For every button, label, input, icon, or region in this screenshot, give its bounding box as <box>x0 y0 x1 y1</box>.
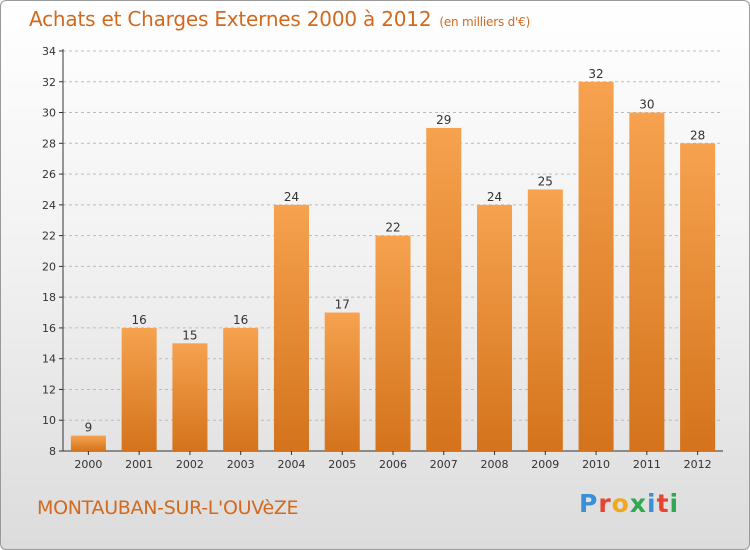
x-tick-label: 2003 <box>227 458 255 471</box>
y-tick-label: 12 <box>42 383 56 396</box>
bar-2011 <box>629 112 665 452</box>
value-label-2000: 9 <box>85 421 93 435</box>
bar-2009 <box>527 189 563 451</box>
y-tick-label: 14 <box>42 353 56 366</box>
x-tick-label: 2012 <box>684 458 712 471</box>
value-label-2002: 15 <box>182 328 197 342</box>
value-label-2009: 25 <box>538 174 553 188</box>
x-tick-label: 2008 <box>481 458 509 471</box>
y-tick-label: 8 <box>49 445 56 458</box>
x-tick-label: 2011 <box>633 458 661 471</box>
labels: 2000 9 2001 16 2002 15 2003 16 2004 24 2005 17 2006 2… <box>74 67 711 471</box>
logo-letter: r <box>598 489 612 518</box>
value-label-2007: 29 <box>436 113 451 127</box>
value-label-2008: 24 <box>487 190 502 204</box>
logo-letter: i <box>669 489 680 518</box>
y-tick-label: 34 <box>42 45 56 58</box>
value-label-2011: 30 <box>639 98 654 112</box>
bar-2004 <box>273 204 309 451</box>
x-tick-label: 2007 <box>430 458 458 471</box>
value-label-2004: 24 <box>284 190 299 204</box>
logo-letter: x <box>629 489 647 518</box>
chart-title: Achats et Charges Externes 2000 à 2012 (e… <box>29 7 530 31</box>
chart-title-text: Achats et Charges Externes 2000 à 2012 <box>29 7 432 31</box>
x-tick-label: 2009 <box>531 458 559 471</box>
bar-2005 <box>324 312 360 451</box>
value-label-2012: 28 <box>690 128 705 142</box>
y-tick-label: 32 <box>42 76 56 89</box>
x-tick-label: 2006 <box>379 458 407 471</box>
city-name: MONTAUBAN-SUR-L'OUVèZE <box>37 497 299 519</box>
y-tick-label: 22 <box>42 230 56 243</box>
bar-2001 <box>121 327 157 451</box>
logo-letter: P <box>579 489 599 518</box>
logo-letter: t <box>656 489 670 518</box>
bar-2012 <box>680 143 716 452</box>
y-tick-label: 28 <box>42 137 56 150</box>
bar-2003 <box>223 327 259 451</box>
y-tick-label: 18 <box>42 291 56 304</box>
value-label-2006: 22 <box>385 221 400 235</box>
y-tick-label: 20 <box>42 260 56 273</box>
value-label-2003: 16 <box>233 313 248 327</box>
y-tick-label: 16 <box>42 322 56 335</box>
proxiti-logo[interactable]: Proxiti <box>579 489 679 518</box>
logo-letter: o <box>611 489 630 518</box>
bars <box>70 81 716 452</box>
y-tick-label: 26 <box>42 168 56 181</box>
bar-2002 <box>172 343 208 451</box>
bar-2008 <box>477 204 513 451</box>
x-tick-label: 2004 <box>277 458 305 471</box>
y-tick-label: 30 <box>42 107 56 120</box>
chart-subtitle: (en milliers d'€) <box>439 15 531 29</box>
bar-2000 <box>70 435 106 451</box>
logo-letter: i <box>647 489 657 518</box>
value-label-2001: 16 <box>132 313 147 327</box>
x-tick-label: 2005 <box>328 458 356 471</box>
bar-2007 <box>426 127 462 451</box>
x-tick-label: 2010 <box>582 458 610 471</box>
x-tick-label: 2002 <box>176 458 204 471</box>
y-tick-label: 24 <box>42 199 56 212</box>
bar-2006 <box>375 235 411 451</box>
x-tick-label: 2001 <box>125 458 153 471</box>
x-tick-label: 2000 <box>74 458 102 471</box>
y-tick-label: 10 <box>42 414 56 427</box>
value-label-2005: 17 <box>335 298 350 312</box>
bar-2010 <box>578 81 614 452</box>
value-label-2010: 32 <box>588 67 603 81</box>
